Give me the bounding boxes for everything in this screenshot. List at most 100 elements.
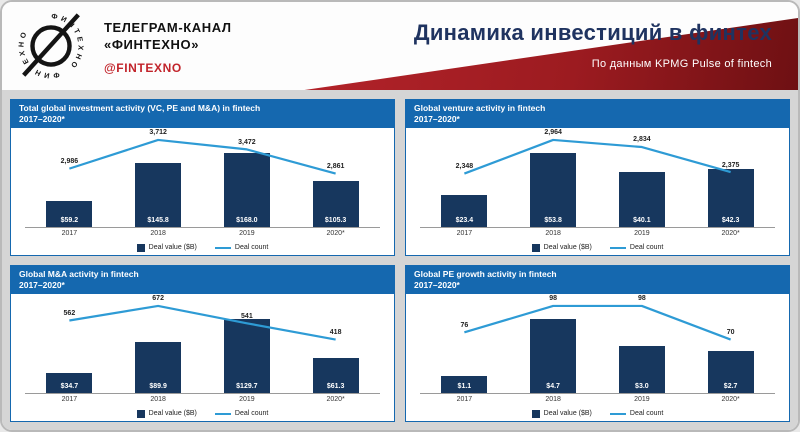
deal-value-bar: $4.7	[530, 319, 577, 394]
chart-title-years: 2017–2020*	[19, 280, 65, 291]
chart-title: Global M&A activity in fintech 2017–2020…	[11, 266, 394, 295]
deal-value-bar: $2.7	[707, 350, 754, 394]
deal-value-bar: $53.8	[530, 153, 577, 228]
page-subtitle: По данным KPMG Pulse of fintech	[591, 58, 772, 70]
deal-count-label: 3,472	[238, 138, 256, 146]
deal-count-trend-line	[25, 132, 380, 227]
chart-plot: $59.2 $145.8 $168.0 $105.3 2,986 3,712 3,472 2,…	[25, 129, 380, 229]
deal-count-label: 541	[241, 312, 253, 320]
bar-value-label: $129.7	[236, 383, 258, 391]
legend-item: Deal count	[609, 410, 664, 418]
bar-value-label: $53.8	[544, 217, 562, 225]
deal-count-label: 2,834	[633, 136, 651, 144]
deal-value-bar: $129.7	[223, 319, 270, 394]
legend-label: Deal value ($B)	[543, 410, 592, 418]
legend-item: Deal value ($B)	[531, 243, 592, 252]
deal-value-bar: $1.1	[441, 375, 488, 394]
x-axis: 2017 2018 2019 2020*	[420, 229, 775, 240]
chart-legend: Deal value ($B) Deal count	[11, 406, 394, 421]
deal-count-label: 418	[329, 329, 342, 337]
deal-count-trend-line	[420, 132, 775, 227]
x-axis-label: 2018	[150, 396, 166, 404]
legend-label: Deal count	[234, 244, 269, 252]
deal-count-label: 98	[637, 295, 646, 303]
chart-title-text: Global venture activity in fintech	[414, 103, 546, 113]
legend-bar-swatch-icon	[531, 243, 540, 252]
legend-label: Deal count	[234, 410, 269, 418]
bar-value-label: $23.4	[455, 217, 474, 225]
legend-bar-swatch-icon	[531, 409, 540, 418]
x-axis: 2017 2018 2019 2020*	[25, 395, 380, 406]
legend-item: Deal value ($B)	[136, 243, 197, 252]
x-axis-label: 2017	[456, 230, 473, 238]
x-axis-label: 2020*	[721, 230, 740, 238]
legend-line-swatch-icon	[609, 246, 626, 249]
chart-title-years: 2017–2020*	[414, 280, 460, 291]
deal-count-label: 2,861	[326, 163, 345, 171]
channel-line1: ТЕЛЕГРАМ-КАНАЛ	[104, 20, 232, 35]
bar-value-label: $61.3	[326, 383, 345, 391]
deal-count-label: 70	[726, 329, 735, 337]
chart-title: Global PE growth activity in fintech 201…	[406, 266, 789, 295]
bar-value-label: $59.2	[60, 217, 79, 225]
deal-value-bar: $23.4	[441, 194, 488, 228]
deal-value-bar: $89.9	[135, 341, 182, 394]
x-axis: 2017 2018 2019 2020*	[25, 229, 380, 240]
x-axis-label: 2017	[456, 396, 473, 404]
bar-value-label: $105.3	[324, 217, 347, 225]
legend-bar-swatch-icon	[136, 243, 145, 252]
chart-panel-total-investment: Total global investment activity (VC, PE…	[10, 99, 395, 257]
deal-value-bar: $42.3	[707, 168, 754, 228]
chart-panel-ma: Global M&A activity in fintech 2017–2020…	[10, 265, 395, 423]
chart-legend: Deal value ($B) Deal count	[406, 240, 789, 255]
bar-value-label: $34.7	[60, 383, 79, 391]
legend-label: Deal value ($B)	[148, 410, 197, 418]
legend-item: Deal count	[214, 244, 269, 252]
deal-count-label: 3,712	[149, 129, 167, 137]
deal-count-trend-line	[25, 298, 380, 393]
legend-line-swatch-icon	[609, 412, 626, 415]
legend-label: Deal count	[629, 244, 664, 252]
x-axis-label: 2019	[239, 230, 255, 238]
deal-count-label: 98	[549, 295, 558, 303]
bar-value-label: $168.0	[236, 217, 258, 225]
bar-value-label: $3.0	[635, 383, 649, 391]
chart-plot: $34.7 $89.9 $129.7 $61.3 562 672 541 418	[25, 295, 380, 395]
legend-label: Deal value ($B)	[543, 244, 592, 252]
bar-value-label: $40.1	[633, 217, 651, 225]
deal-count-label: 672	[152, 295, 164, 303]
page-title: Динамика инвестиций в финтех	[413, 20, 772, 45]
legend-label: Deal value ($B)	[148, 244, 197, 252]
deal-value-bar: $34.7	[46, 373, 93, 394]
deal-count-label: 2,964	[544, 129, 562, 137]
x-axis-label: 2018	[545, 396, 561, 404]
deal-value-bar: $145.8	[135, 162, 182, 228]
chart-legend: Deal value ($B) Deal count	[11, 240, 394, 255]
bar-value-label: $2.7	[723, 383, 738, 391]
x-axis-label: 2018	[545, 230, 561, 238]
channel-line2: «ФИНТЕХНО»	[104, 36, 200, 52]
chart-title-text: Global PE growth activity in fintech	[414, 269, 557, 280]
channel-block: ТЕЛЕГРАМ-КАНАЛ «ФИНТЕХНО» @FINTEXNO	[104, 20, 232, 75]
legend-item: Deal count	[214, 410, 269, 418]
chart-plot: $23.4 $53.8 $40.1 $42.3 2,348 2,964 2,834 2,375	[420, 129, 775, 229]
bar-value-label: $4.7	[546, 383, 560, 391]
header: ФИНТЕХНО ФИНТЕХНО ТЕЛЕГРАМ-КАНАЛ «ФИНТЕХ…	[2, 2, 798, 90]
deal-count-label: 76	[460, 321, 469, 329]
x-axis-label: 2019	[634, 230, 650, 238]
legend-bar-swatch-icon	[136, 409, 145, 418]
legend-item: Deal value ($B)	[531, 409, 592, 418]
deal-value-bar: $3.0	[618, 345, 665, 394]
deal-count-label: 2,348	[455, 163, 474, 171]
legend-item: Deal count	[609, 244, 664, 252]
x-axis-label: 2019	[239, 396, 255, 404]
chart-title-text: Total global investment activity (VC, PE…	[19, 103, 261, 113]
bar-value-label: $89.9	[149, 383, 167, 391]
chart-title: Total global investment activity (VC, PE…	[11, 100, 394, 129]
bar-value-label: $145.8	[147, 217, 169, 225]
chart-panel-pe-growth: Global PE growth activity in fintech 201…	[405, 265, 790, 423]
legend-label: Deal count	[629, 410, 664, 418]
chart-title-years: 2017–2020*	[19, 114, 65, 125]
charts-grid: Total global investment activity (VC, PE…	[2, 90, 798, 430]
